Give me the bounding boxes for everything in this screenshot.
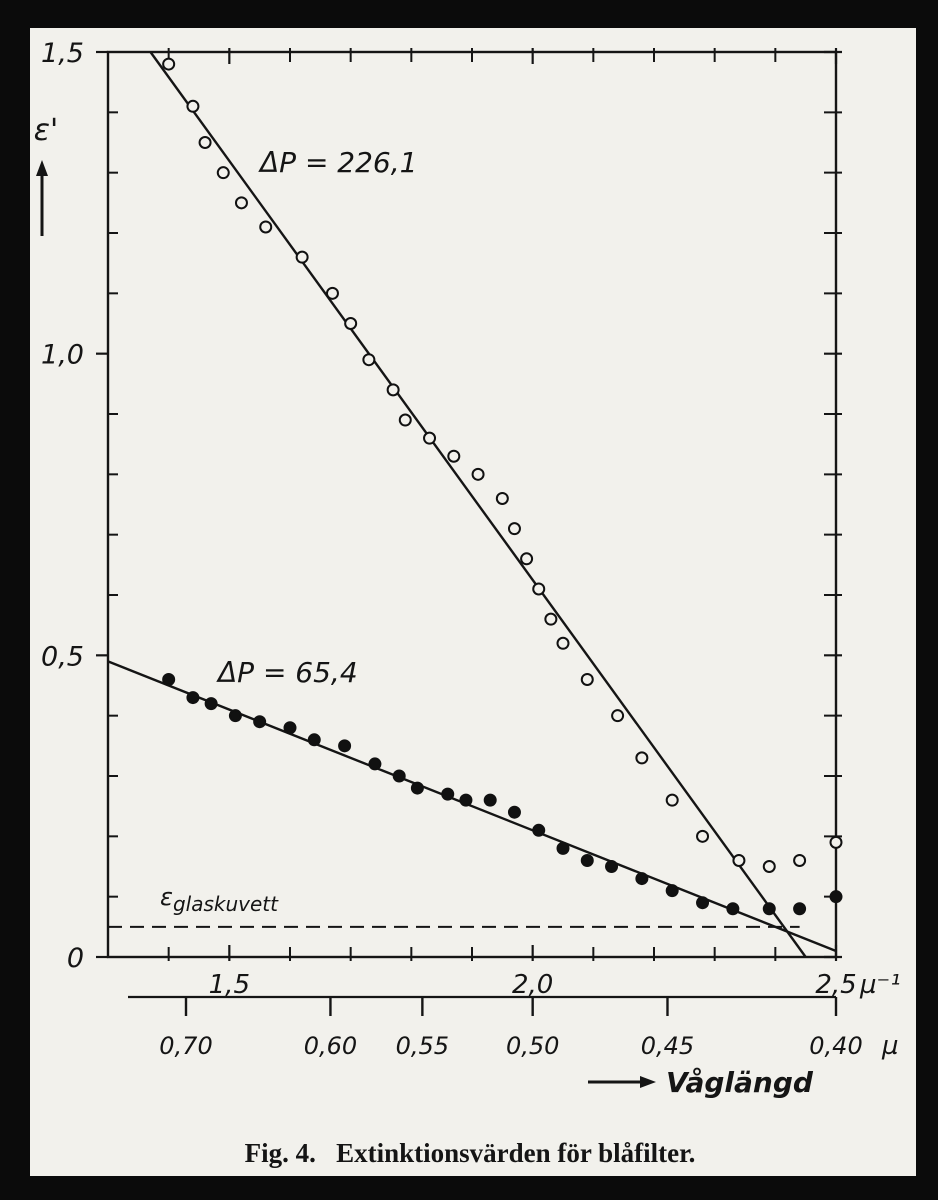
- data-point: [253, 715, 267, 729]
- data-point: [762, 860, 776, 873]
- y-tick-label: 1,0: [41, 340, 84, 371]
- x-tick-label: 2,0: [512, 970, 553, 1000]
- data-point: [204, 697, 218, 711]
- data-point: [234, 196, 248, 210]
- data-point: [186, 691, 200, 705]
- y-tick-label: 0,5: [41, 641, 84, 672]
- data-point: [471, 467, 485, 481]
- data-point: [483, 793, 497, 807]
- data-point: [386, 383, 400, 397]
- x2-tick-label: 0,45: [641, 1032, 694, 1060]
- data-point: [544, 612, 558, 626]
- x2-tick-label: 0,60: [304, 1032, 357, 1060]
- fit-label: ΔP = 65,4: [216, 656, 358, 689]
- data-point: [495, 491, 509, 505]
- data-point: [344, 317, 358, 330]
- data-point: [398, 413, 412, 427]
- reference-symbol: ε: [160, 883, 173, 911]
- data-point: [325, 286, 339, 300]
- data-point: [507, 805, 521, 819]
- data-point: [793, 902, 807, 916]
- data-point: [338, 739, 352, 753]
- x2-axis-label: Våglängd: [666, 1066, 814, 1099]
- data-point: [362, 353, 376, 367]
- x2-unit: µ: [881, 1031, 899, 1061]
- fit-line: [149, 51, 807, 958]
- y-axis-label: ε': [34, 113, 58, 148]
- y-tick-label: 1,5: [41, 38, 84, 69]
- y-arrow-head: [36, 160, 48, 176]
- x2-tick-label: 0,55: [396, 1032, 449, 1060]
- data-point: [762, 902, 776, 916]
- fit-line: [107, 660, 837, 953]
- data-point: [216, 166, 230, 180]
- data-point: [611, 709, 625, 723]
- data-point: [580, 672, 594, 686]
- data-point: [829, 835, 843, 849]
- data-point: [696, 896, 710, 910]
- fit-label: ΔP = 226,1: [258, 146, 417, 179]
- data-point: [392, 769, 406, 783]
- data-point: [447, 449, 461, 463]
- data-point: [556, 841, 570, 855]
- data-point: [441, 787, 455, 801]
- x2-tick-label: 0,40: [809, 1032, 862, 1060]
- data-point: [665, 884, 679, 898]
- data-point: [829, 890, 843, 904]
- paper: [30, 28, 916, 1176]
- reference-subscript: glaskuvett: [173, 892, 279, 916]
- x2-arrow-head: [640, 1076, 656, 1088]
- data-point: [259, 220, 273, 234]
- x-tick-label: 1,5: [209, 970, 250, 1000]
- data-point: [459, 793, 473, 807]
- data-point: [580, 853, 594, 867]
- x-tick-label: 2,5: [815, 970, 856, 1000]
- caption: Fig. 4. Extinktionsvärden för blåfilter.: [245, 1138, 696, 1168]
- data-point: [556, 636, 570, 650]
- data-point: [532, 582, 546, 596]
- data-point: [665, 793, 679, 807]
- data-point: [605, 860, 619, 873]
- data-point: [410, 781, 424, 795]
- y-tick-label: 0: [67, 943, 84, 974]
- x2-tick-label: 0,50: [506, 1032, 559, 1060]
- data-point: [198, 136, 212, 149]
- data-point: [520, 552, 534, 566]
- data-point: [696, 829, 710, 843]
- data-point: [295, 250, 309, 264]
- data-point: [635, 872, 649, 886]
- data-point: [423, 431, 437, 445]
- data-point: [726, 902, 740, 916]
- data-point: [186, 99, 200, 113]
- data-point: [283, 721, 297, 735]
- data-point: [368, 757, 382, 771]
- data-point: [162, 672, 176, 686]
- data-point: [793, 853, 807, 867]
- x-unit: µ⁻¹: [859, 970, 901, 1000]
- data-point: [162, 57, 176, 71]
- data-point: [228, 709, 242, 723]
- data-point: [532, 823, 546, 837]
- data-point: [732, 853, 746, 867]
- reference-label: εglaskuvett: [160, 883, 279, 916]
- data-point: [307, 733, 321, 747]
- data-point: [507, 522, 521, 536]
- x2-tick-label: 0,70: [159, 1032, 212, 1060]
- data-point: [635, 751, 649, 765]
